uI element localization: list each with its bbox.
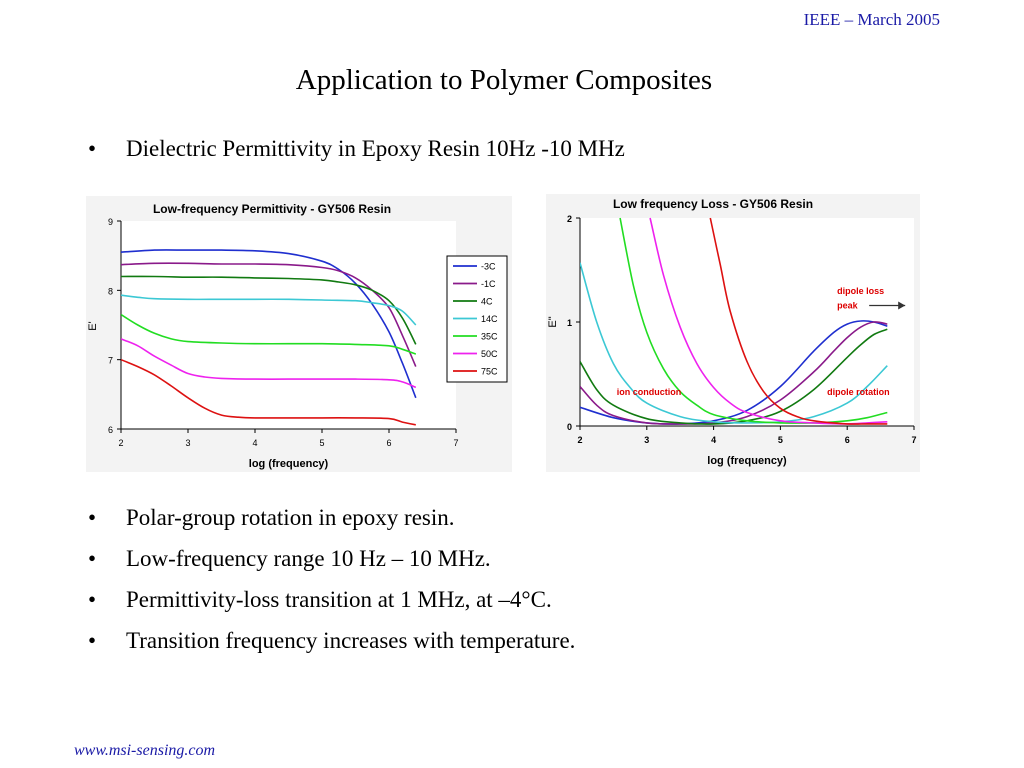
bullet-item: • Permittivity-loss transition at 1 MHz, … bbox=[88, 579, 575, 620]
series-line-75C bbox=[709, 217, 888, 425]
x-tick-label: 4 bbox=[711, 435, 716, 445]
bullet-list-bottom: • Polar-group rotation in epoxy resin. • L… bbox=[88, 497, 575, 661]
series-line--3C bbox=[121, 249, 417, 399]
chart-legend: -3C -1C 4C 14C 35C 50C 75C bbox=[446, 255, 508, 383]
legend-label: 4C bbox=[481, 297, 493, 307]
bullet-glyph: • bbox=[88, 587, 97, 612]
bullet-text: Transition frequency increases with temp… bbox=[126, 628, 576, 653]
bullet-item: • Dielectric Permittivity in Epoxy Resin … bbox=[88, 128, 625, 169]
bullet-glyph: • bbox=[88, 136, 97, 161]
header-event: IEEE – March 2005 bbox=[803, 10, 940, 29]
legend-label: -1C bbox=[481, 279, 496, 289]
y-tick-label: 2 bbox=[567, 214, 572, 224]
annotation-arrowhead bbox=[898, 301, 906, 310]
x-tick-label: 3 bbox=[185, 438, 190, 448]
series-line-50C bbox=[121, 338, 417, 389]
x-tick-label: 7 bbox=[911, 435, 916, 445]
permittivity-chart-svg: 2 3 4 5 6 7 6 7 8 9 Low-frequency Permittivity - G… bbox=[87, 202, 508, 470]
y-tick-label: 9 bbox=[108, 217, 113, 227]
x-tick-label: 3 bbox=[644, 435, 649, 445]
annotation-label: peak bbox=[837, 300, 859, 310]
series-line-35C bbox=[619, 217, 888, 424]
annotation-label: dipole loss bbox=[837, 286, 884, 296]
legend-label: 75C bbox=[481, 367, 498, 377]
x-tick-label: 5 bbox=[319, 438, 324, 448]
series-group bbox=[580, 217, 888, 425]
bullet-text: Dielectric Permittivity in Epoxy Resin 1… bbox=[126, 136, 625, 161]
series-line--1C bbox=[580, 321, 888, 425]
annotation-label: dipole rotation bbox=[827, 387, 890, 397]
y-axis-label: E' bbox=[87, 321, 99, 330]
y-tick-label: 8 bbox=[108, 286, 113, 296]
y-tick-label: 0 bbox=[567, 422, 572, 432]
annotation-label: ion conduction bbox=[617, 387, 682, 397]
x-axis-label: log (frequency) bbox=[249, 458, 329, 470]
series-line-75C bbox=[121, 358, 416, 426]
y-tick-label: 6 bbox=[108, 425, 113, 435]
legend-label: 35C bbox=[481, 332, 498, 342]
bullet-list-top: • Dielectric Permittivity in Epoxy Resin … bbox=[88, 128, 625, 169]
y-tick-label: 1 bbox=[567, 318, 572, 328]
x-tick-label: 4 bbox=[252, 438, 257, 448]
bullet-text: Permittivity-loss transition at 1 MHz, a… bbox=[126, 587, 552, 612]
bullet-item: • Low-frequency range 10 Hz – 10 MHz. bbox=[88, 538, 575, 579]
bullet-glyph: • bbox=[88, 546, 97, 571]
legend-label: -3C bbox=[481, 262, 496, 272]
loss-chart: 2 3 4 5 6 7 0 1 2 Low frequency Loss - GY506 Resi… bbox=[546, 194, 920, 472]
series-line-35C bbox=[121, 313, 417, 355]
bullet-glyph: • bbox=[88, 628, 97, 653]
loss-chart-svg: 2 3 4 5 6 7 0 1 2 Low frequency Loss - GY506 Resi… bbox=[547, 197, 917, 467]
series-line-14C bbox=[121, 294, 417, 326]
bullet-text: Polar-group rotation in epoxy resin. bbox=[126, 505, 455, 530]
bullet-glyph: • bbox=[88, 505, 97, 530]
x-tick-label: 5 bbox=[778, 435, 783, 445]
series-line-4C bbox=[121, 275, 417, 345]
x-axis-label: log (frequency) bbox=[707, 455, 787, 467]
legend-label: 50C bbox=[481, 349, 498, 359]
y-axis-label: E" bbox=[547, 316, 559, 327]
slide-title: Application to Polymer Composites bbox=[295, 64, 713, 96]
permittivity-chart: 2 3 4 5 6 7 6 7 8 9 Low-frequency Permittivity - G… bbox=[86, 196, 512, 472]
x-tick-label: 6 bbox=[845, 435, 850, 445]
footer-link[interactable]: www.msi-sensing.com bbox=[74, 742, 216, 759]
x-tick-label: 2 bbox=[118, 438, 123, 448]
bullet-item: • Polar-group rotation in epoxy resin. bbox=[88, 497, 575, 538]
chart-title: Low frequency Loss - GY506 Resin bbox=[613, 197, 813, 211]
chart-title: Low-frequency Permittivity - GY506 Resin bbox=[153, 202, 391, 216]
y-tick-label: 7 bbox=[108, 356, 113, 366]
x-tick-label: 2 bbox=[577, 435, 582, 445]
x-tick-label: 6 bbox=[386, 438, 391, 448]
series-line--1C bbox=[121, 262, 417, 367]
bullet-item: • Transition frequency increases with tem… bbox=[88, 620, 575, 661]
bullet-text: Low-frequency range 10 Hz – 10 MHz. bbox=[126, 546, 491, 571]
series-group bbox=[121, 249, 417, 426]
plot-area bbox=[121, 221, 456, 429]
x-tick-label: 7 bbox=[453, 438, 458, 448]
series-line-14C bbox=[580, 262, 888, 424]
legend-label: 14C bbox=[481, 314, 498, 324]
